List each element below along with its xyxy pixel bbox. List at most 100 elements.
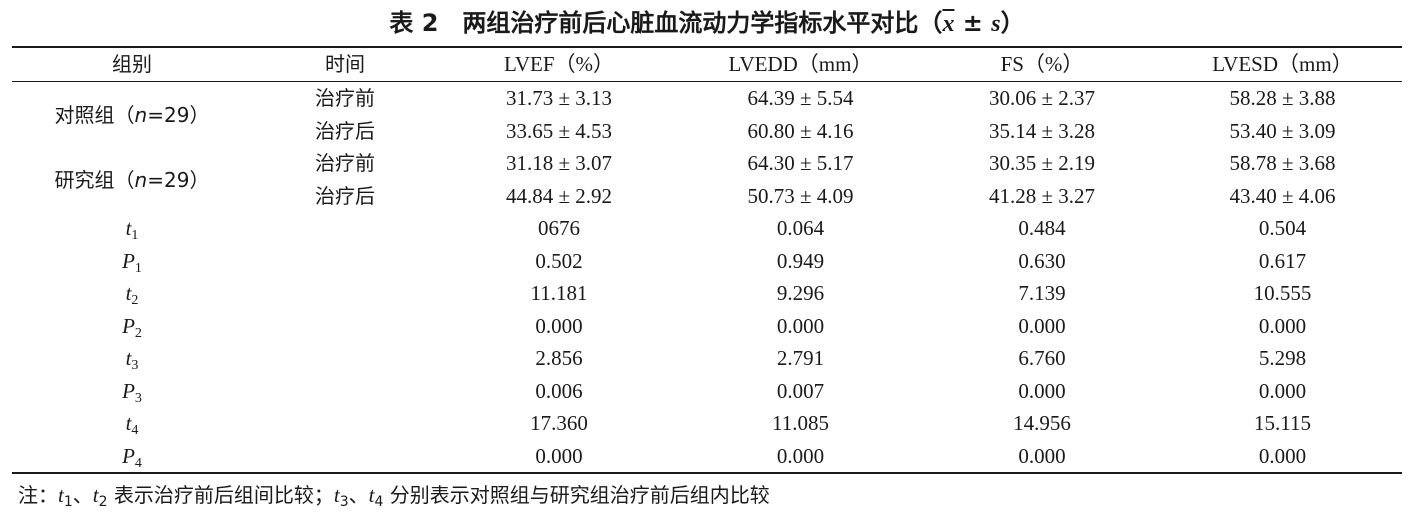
stat-label-cell: P2: [12, 310, 252, 343]
table-rows: 对照组（n=29） 治疗前 31.73 ± 3.13 64.39 ± 5.54 30.0…: [12, 82, 1402, 472]
time-cell: 治疗后: [315, 118, 375, 143]
stat-value-cell-lvef: 17.360: [530, 411, 588, 436]
stat-value-cell-lvef: 0.502: [535, 248, 583, 273]
value-cell-lvef: 31.73 ± 3.13: [505, 86, 613, 111]
stat-value-cell-lvef: 2.856: [535, 346, 583, 371]
group-name-cell: 研究组（n=29）: [12, 147, 252, 212]
empty-time-cell: [252, 342, 438, 375]
column-header-fs: FS（%）: [1000, 52, 1084, 76]
note-t3-symbol: t: [333, 483, 340, 507]
stat-value-cell-lvef: 0.000: [535, 443, 583, 468]
stat-value-cell-lvedd: 0.949: [776, 248, 825, 273]
time-cell: 治疗前: [315, 86, 375, 111]
column-header-group: 组别: [112, 52, 152, 76]
note-t1-subscript: 1: [63, 494, 73, 510]
stat-label-cell: t1: [12, 212, 252, 245]
stat-value-cell-lvesd: 0.000: [1258, 443, 1307, 468]
stat-symbol: P: [122, 248, 135, 273]
header-row: 组别 时间 LVEF（%） LVEDD（mm） FS（%） LVESD（mm）: [12, 48, 1402, 81]
note-t4-subscript: 4: [374, 494, 384, 510]
stat-subscript: 1: [131, 228, 139, 244]
stat-value-cell-lvedd: 2.791: [776, 346, 825, 371]
column-header-lvedd: LVEDD（mm）: [728, 52, 873, 76]
stat-subscript: 4: [134, 455, 142, 471]
stat-value-cell-lvef: 0.006: [535, 378, 583, 403]
group-name-prefix: 研究组（: [54, 167, 135, 192]
stat-label-cell: P1: [12, 245, 252, 278]
note-text-within-group: 分别表示对照组与研究组治疗前后组内比较: [383, 483, 770, 507]
stat-value-cell-fs: 0.000: [1018, 378, 1066, 403]
table-note: 注：t1、t2 表示治疗前后组间比较；t3、t4 分别表示对照组与研究组治疗前后…: [18, 480, 770, 510]
stat-subscript: 3: [131, 358, 139, 374]
stat-value-cell-fs: 0.630: [1018, 248, 1066, 273]
stat-value-cell-lvesd: 15.115: [1254, 411, 1311, 436]
value-cell-lvesd: 58.28 ± 3.88: [1229, 86, 1336, 111]
empty-time-cell: [252, 375, 438, 408]
empty-time-cell: [252, 407, 438, 440]
stat-symbol: t: [125, 411, 132, 436]
group-name-cell: 对照组（n=29）: [12, 82, 252, 147]
bottom-rule: [12, 472, 1402, 474]
stat-value-cell-lvedd: 9.296: [776, 281, 825, 306]
stat-subscript: 2: [134, 325, 142, 341]
value-cell-lvedd: 60.80 ± 4.16: [747, 118, 854, 143]
stat-value-cell-fs: 6.760: [1018, 346, 1066, 371]
time-cell: 治疗后: [315, 183, 375, 208]
value-cell-lvesd: 43.40 ± 4.06: [1229, 183, 1336, 208]
empty-time-cell: [252, 277, 438, 310]
stat-value-cell-lvedd: 11.085: [772, 411, 829, 436]
empty-time-cell: [252, 440, 438, 473]
table-row: t1 0676 0.064 0.484 0.504: [12, 212, 1402, 245]
table-row: 对照组（n=29） 治疗前 31.73 ± 3.13 64.39 ± 5.54 30.0…: [12, 82, 1402, 126]
note-separator: 、: [72, 483, 93, 507]
empty-time-cell: [252, 310, 438, 343]
stat-value-cell-lvesd: 0.000: [1258, 313, 1307, 338]
stat-label-cell: t3: [12, 342, 252, 375]
table-row: 治疗后 33.65 ± 4.53 60.80 ± 4.16 35.14 ± 3.28 5…: [12, 115, 1402, 148]
stat-value-cell-fs: 14.956: [1013, 411, 1071, 436]
note-t1-symbol: t: [58, 483, 64, 507]
table-row: P3 0.006 0.007 0.000 0.000: [12, 375, 1402, 408]
value-cell-fs: 30.35 ± 2.19: [988, 151, 1096, 176]
stat-value-cell-fs: 7.139: [1018, 281, 1066, 306]
note-t3-subscript: 3: [339, 494, 349, 510]
stat-symbol: P: [122, 443, 135, 468]
value-cell-fs: 41.28 ± 3.27: [988, 183, 1096, 208]
note-text-between-group: 表示治疗前后组间比较；: [107, 483, 334, 507]
stat-symbol: P: [122, 378, 135, 403]
stat-value-cell-lvedd: 0.000: [776, 443, 825, 468]
stat-value-cell-lvef: 0676: [538, 216, 580, 241]
stat-subscript: 4: [131, 423, 139, 439]
group-name-prefix: 对照组（: [54, 102, 135, 127]
stat-value-cell-fs: 0.000: [1018, 443, 1066, 468]
plus-minus-symbol: ±: [954, 9, 992, 37]
header-rule: [12, 81, 1402, 82]
stat-value-cell-fs: 0.000: [1018, 313, 1066, 338]
group-n-symbol: n: [134, 167, 148, 192]
note-t4-symbol: t: [368, 483, 375, 507]
title-close-paren: ）: [1000, 9, 1025, 37]
table-header: 组别 时间 LVEF（%） LVEDD（mm） FS（%） LVESD（mm）: [12, 48, 1402, 81]
sd-symbol: s: [991, 11, 1001, 37]
mean-symbol: x: [942, 11, 955, 37]
stat-label-cell: P3: [12, 375, 252, 408]
time-cell: 治疗前: [315, 151, 375, 176]
value-cell-lvef: 31.18 ± 3.07: [505, 151, 613, 176]
value-cell-lvef: 44.84 ± 2.92: [505, 183, 613, 208]
stat-value-cell-lvedd: 0.000: [776, 313, 825, 338]
table-row: P1 0.502 0.949 0.630 0.617: [12, 245, 1402, 278]
stat-value-cell-lvedd: 0.064: [776, 216, 825, 241]
value-cell-lvedd: 64.30 ± 5.17: [747, 151, 854, 176]
group-n-symbol: n: [134, 102, 148, 127]
stat-value-cell-lvesd: 0.000: [1258, 378, 1307, 403]
stat-value-cell-lvef: 11.181: [530, 281, 588, 306]
note-separator: 、: [348, 483, 369, 507]
value-cell-lvesd: 53.40 ± 3.09: [1229, 118, 1336, 143]
stat-symbol: t: [125, 281, 132, 306]
value-cell-fs: 30.06 ± 2.37: [988, 86, 1096, 111]
table-row: P4 0.000 0.000 0.000 0.000: [12, 440, 1402, 473]
stat-value-cell-lvesd: 5.298: [1258, 346, 1307, 371]
stat-symbol: t: [125, 216, 132, 241]
group-n-value: =29）: [147, 102, 210, 127]
stat-value-cell-fs: 0.484: [1018, 216, 1066, 241]
